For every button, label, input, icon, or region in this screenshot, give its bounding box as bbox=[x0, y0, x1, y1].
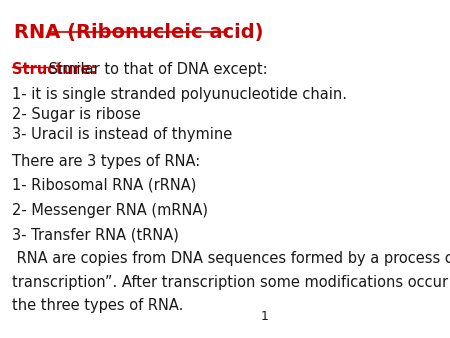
Text: 3- Uracil is instead of thymine: 3- Uracil is instead of thymine bbox=[13, 127, 233, 142]
Text: 1- it is single stranded polyunucleotide chain.: 1- it is single stranded polyunucleotide… bbox=[13, 87, 347, 102]
Text: 3- Transfer RNA (tRNA): 3- Transfer RNA (tRNA) bbox=[13, 228, 179, 243]
Text: 2- Sugar is ribose: 2- Sugar is ribose bbox=[13, 107, 141, 122]
Text: RNA are copies from DNA sequences formed by a process called “: RNA are copies from DNA sequences formed… bbox=[13, 251, 450, 266]
Text: 1: 1 bbox=[261, 310, 269, 323]
Text: There are 3 types of RNA:: There are 3 types of RNA: bbox=[13, 154, 201, 169]
Text: Similar to that of DNA except:: Similar to that of DNA except: bbox=[44, 62, 268, 77]
Text: the three types of RNA.: the three types of RNA. bbox=[13, 298, 184, 313]
Text: Structure:: Structure: bbox=[13, 62, 97, 77]
Text: 2- Messenger RNA (mRNA): 2- Messenger RNA (mRNA) bbox=[13, 202, 208, 218]
Text: RNA (Ribonucleic acid): RNA (Ribonucleic acid) bbox=[14, 23, 264, 42]
Text: transcription”. After transcription some modifications occur to obtain: transcription”. After transcription some… bbox=[13, 274, 450, 290]
Text: 1- Ribosomal RNA (rRNA): 1- Ribosomal RNA (rRNA) bbox=[13, 177, 197, 192]
